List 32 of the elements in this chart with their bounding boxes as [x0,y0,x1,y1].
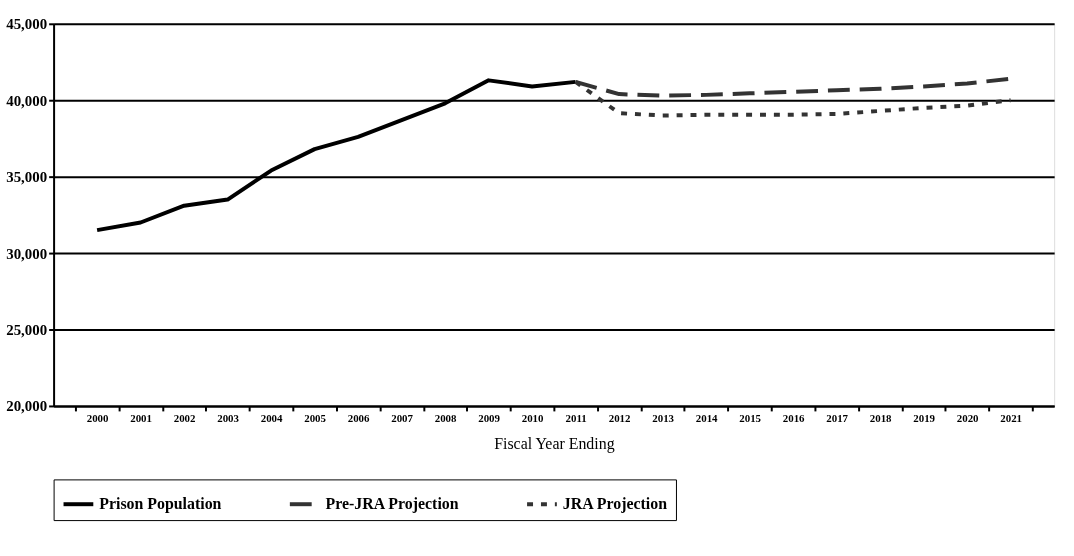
x-tick-label: 2012 [608,412,631,425]
x-tick-label: 2016 [782,412,806,425]
x-tick-label: 2010 [521,412,545,425]
x-tick-label: 2021 [1000,412,1023,425]
x-tick-label: 2008 [434,412,458,425]
x-tick-label: 2020 [956,412,980,425]
x-tick-label: 2007 [391,412,414,425]
legend-label: Prison Population [99,495,222,514]
x-axis-title: Fiscal Year Ending [494,435,615,454]
x-tick-label: 2011 [565,412,587,425]
legend-label: Pre-JRA Projection [325,495,459,514]
y-tick-label: 45,000 [6,16,48,33]
y-tick-label: 20,000 [6,398,48,415]
x-tick-label: 2002 [173,412,196,425]
x-tick-label: 2009 [478,412,501,425]
x-tick-label: 2006 [347,412,371,425]
x-tick-label: 2018 [869,412,893,425]
legend-label: JRA Projection [562,495,668,514]
x-tick-label: 2005 [304,412,327,425]
x-tick-label: 2017 [826,412,849,425]
x-tick-label: 2013 [652,412,675,425]
y-tick-label: 35,000 [6,169,48,186]
x-tick-label: 2004 [260,412,284,425]
x-tick-label: 2003 [217,412,240,425]
y-tick-label: 30,000 [6,245,48,262]
y-tick-label: 40,000 [6,92,48,109]
x-tick-label: 2000 [86,412,110,425]
x-tick-label: 2015 [739,412,762,425]
x-tick-label: 2014 [695,412,719,425]
y-tick-label: 25,000 [6,321,48,338]
x-tick-label: 2001 [130,412,153,425]
x-tick-label: 2019 [913,412,936,425]
